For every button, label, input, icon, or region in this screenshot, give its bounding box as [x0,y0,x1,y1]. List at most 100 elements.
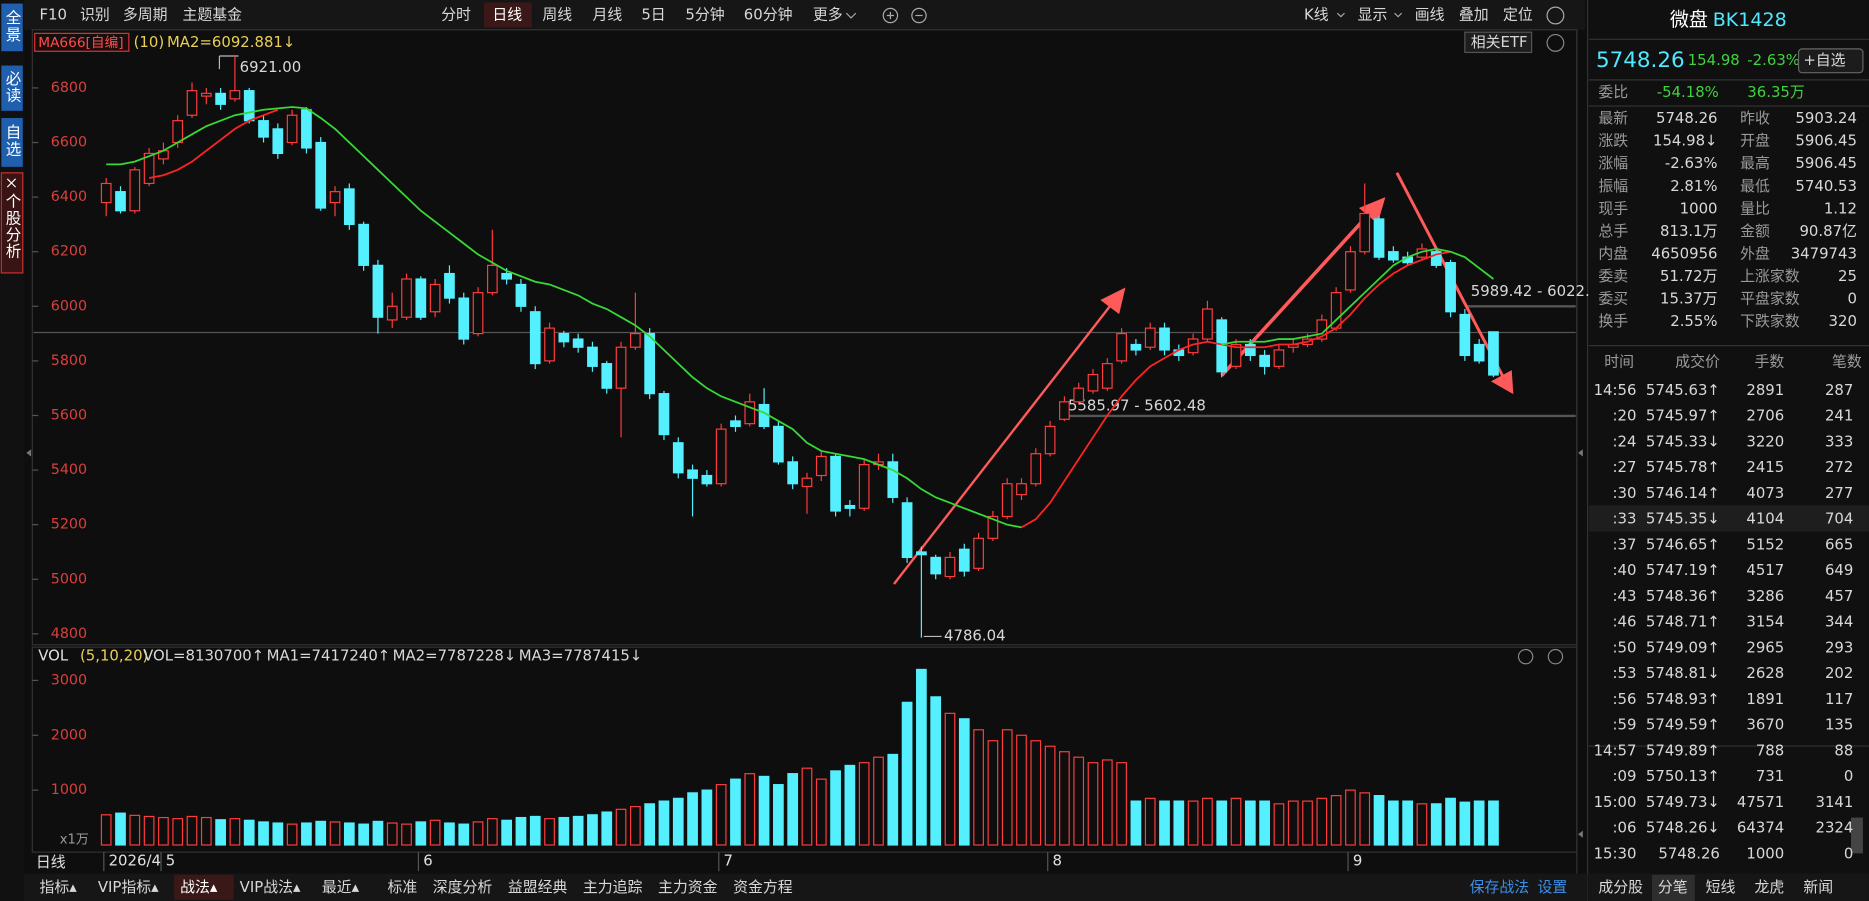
candle-body [587,346,598,367]
tool-tab[interactable]: 主力资金 [658,878,718,896]
tool[interactable]: 定位 [1503,5,1533,23]
tool[interactable]: 多周期 [123,5,168,23]
trade-cell: 202 [1825,664,1853,682]
etf-label[interactable]: 相关ETF [1471,33,1528,51]
period[interactable]: 更多 [813,5,843,23]
panel-tab[interactable]: 短线 [1706,878,1736,896]
quote-label: 金额 [1740,222,1770,240]
y-tick-label: 6200 [51,244,87,260]
trade-cell: 1891 [1746,690,1784,708]
period[interactable]: 月线 [592,5,622,23]
tool-tab[interactable]: 益盟经典 [508,878,568,896]
candle-body [887,461,899,498]
volume-bar [1488,800,1499,846]
row-highlight [1588,505,1869,532]
volume-bar [758,775,770,846]
candle-body [129,169,141,212]
side-tab[interactable] [0,172,24,274]
quote-value: 5906.45 [1795,132,1857,150]
tab[interactable]: VIP指标▴ [98,878,159,896]
period[interactable]: 日线 [492,5,522,23]
period-label[interactable]: 日线 [36,853,66,871]
panel-tab[interactable]: 龙虎 [1754,878,1784,896]
period[interactable]: 5分钟 [685,5,724,23]
tool[interactable]: F10 [39,5,66,23]
tool-tab[interactable]: 资金方程 [733,878,793,896]
side-tab[interactable] [1,117,23,167]
trade-cell: :46 [1613,613,1637,631]
trade-cell: 5748.36↑ [1646,587,1720,605]
trade-cell: 5745.97↑ [1646,407,1720,425]
stock-name: 微盘 [1670,9,1708,31]
candle-body [1259,354,1270,367]
candle-body [143,152,155,185]
panel-tab[interactable]: 新闻 [1803,878,1833,896]
trade-cell: 47571 [1737,793,1784,811]
volume-bar [558,816,570,846]
volume-bar [930,696,942,846]
tool[interactable]: 画线 [1415,5,1445,23]
trade-cell: 4104 [1746,510,1784,528]
quote-label: 内盘 [1598,244,1628,262]
indicator-box[interactable] [34,32,130,52]
add-button[interactable] [1797,48,1864,74]
panel-tab[interactable]: 分笔 [1658,878,1688,896]
tool[interactable]: K线 [1304,5,1329,23]
volume-bar [744,773,756,846]
ma-line [148,108,1451,529]
close-icon[interactable] [1547,648,1564,665]
candle-body [1044,425,1056,455]
indicator-name[interactable]: MA666[自编] [38,35,123,51]
candle-body [186,90,198,116]
panel-tab[interactable]: 成分股 [1598,878,1643,896]
tool[interactable]: 显示 [1358,5,1388,23]
volume-bar [815,778,827,846]
x-tick-label: 2026/4 [109,852,161,870]
tool[interactable]: 识别 [80,5,110,23]
etf-button[interactable] [1464,31,1533,54]
vol-title[interactable]: VOL [38,647,69,665]
vol-unit: x1万 [60,833,89,848]
trade-cell: 5748.26↓ [1646,819,1720,837]
volume-bar [601,811,613,846]
add-label[interactable]: +自选 [1803,51,1845,69]
volume-bar [1316,797,1328,846]
side-tab[interactable] [1,65,23,111]
trade-cell: 5749.73↓ [1646,793,1720,811]
candle-body [301,109,312,149]
help-icon[interactable] [1546,33,1565,52]
candle-body [229,90,241,100]
tool-tab[interactable]: 深度分析 [433,878,493,896]
scrollbar[interactable] [1850,817,1863,854]
save-link[interactable]: 保存战法 [1470,878,1530,896]
side-tab[interactable] [1,3,23,52]
close-icon[interactable] [6,178,17,188]
trade-cell: 5750.13↑ [1646,767,1720,785]
tab[interactable]: 最近▴ [322,878,360,896]
candle-body [1073,387,1085,403]
volume-bar [787,773,799,846]
help-icon[interactable] [1517,648,1534,665]
tab[interactable]: 指标▴ [39,878,77,896]
candle-body [1016,483,1027,496]
period[interactable]: 周线 [542,5,572,23]
period[interactable]: 分时 [441,5,471,23]
candle-body [100,182,112,204]
settings-link[interactable]: 设置 [1538,878,1568,896]
volume-bar [544,818,555,846]
tab[interactable]: 战法▴ [180,878,218,896]
volume-bar [830,770,841,846]
period[interactable]: 60分钟 [744,5,793,23]
tool-tab[interactable]: 主力追踪 [583,878,643,896]
trade-cell: 14:56 [1594,381,1637,399]
period[interactable]: 5日 [641,5,665,23]
volume-bar [515,816,527,846]
tool[interactable]: 叠加 [1459,5,1489,23]
tab[interactable]: VIP战法▴ [240,878,301,896]
tool[interactable]: 主题基金 [182,5,242,23]
range-label: 5585.97 - 5602.48 [1068,396,1206,414]
vol-legend: MA2=7787228↓ [393,647,517,665]
volume-bar [701,789,713,846]
tool-tab[interactable]: 标准 [387,878,417,896]
y-tick-label: 5400 [51,462,87,478]
